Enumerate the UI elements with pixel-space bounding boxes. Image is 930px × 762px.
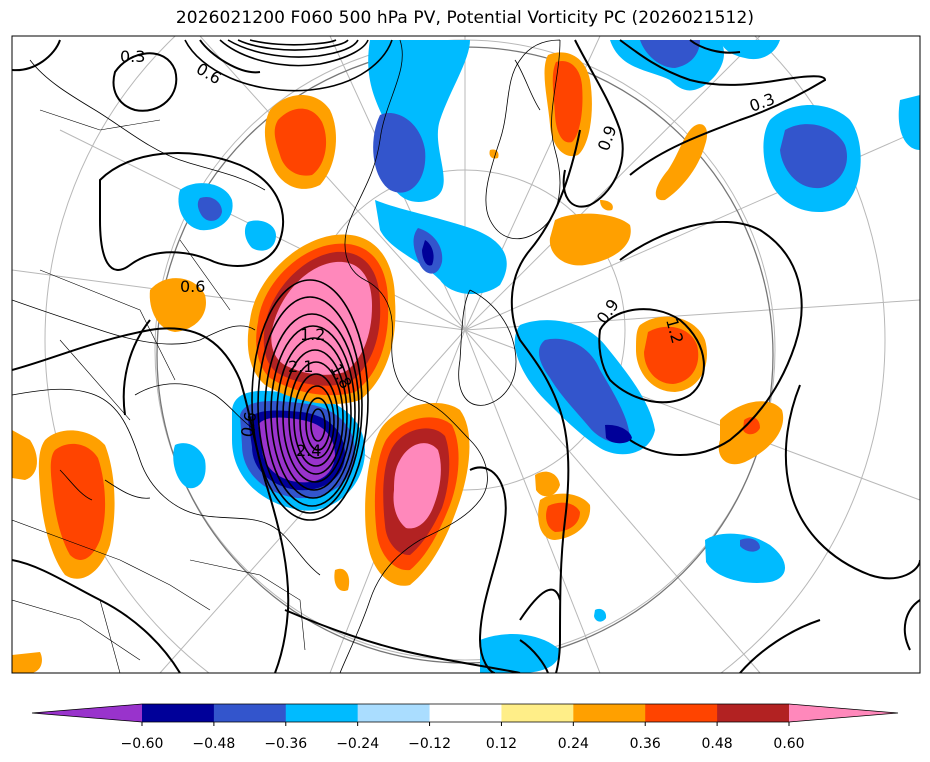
map-title: 2026021200 F060 500 hPa PV, Potential Vo… — [175, 8, 755, 28]
colorbar-outline — [31, 703, 899, 723]
colorbar-extend-high — [789, 704, 898, 722]
colorbar-tick-label: −0.48 — [192, 736, 235, 752]
map-frame — [11, 35, 921, 674]
colorbar-swatch — [213, 704, 287, 722]
colorbar-swatch — [142, 704, 215, 722]
contour-label: 0.6 — [180, 277, 205, 296]
colorbar-tick-label: −0.36 — [264, 736, 307, 752]
colorbar-swatch — [645, 704, 718, 722]
colorbar-tick-label: −0.60 — [121, 736, 164, 752]
colorbar-swatch — [573, 704, 646, 722]
colorbar-tick-label: 0.12 — [486, 736, 517, 752]
colorbar-tick-label: 0.24 — [558, 736, 589, 752]
colorbar-ticks: −0.60 −0.48 −0.36 −0.24 −0.12 0.12 0.24 0.36 0.4… — [121, 722, 805, 752]
pv-map: 0.3 0.6 0.6 1.2 2.1 1.8 2.4 0.9 0.9 1.2 … — [11, 35, 921, 674]
contour-label: 2.1 — [288, 357, 313, 376]
colorbar-tick-label: −0.12 — [408, 736, 451, 752]
colorbar-tick-label: 0.48 — [702, 736, 733, 752]
colorbar-tick-label: 0.60 — [773, 736, 804, 752]
contour-label: 1.2 — [300, 325, 325, 344]
pv-contours — [12, 39, 920, 673]
contour-label: 0.6 — [237, 410, 260, 438]
colorbar-tick-label: 0.36 — [630, 736, 661, 752]
colorbar-swatch — [501, 704, 574, 722]
colorbar-swatch — [717, 704, 790, 722]
colorbar-swatch — [357, 704, 431, 722]
colorbar-extend-low — [32, 704, 142, 722]
colorbar-swatches — [31, 703, 899, 723]
political-boundaries — [12, 109, 306, 673]
contour-label: 0.3 — [120, 47, 145, 66]
colorbar-swatch — [285, 704, 359, 722]
coastlines — [12, 39, 561, 673]
colorbar-swatch — [429, 704, 502, 722]
contour-label: 2.4 — [296, 441, 321, 460]
colorbar-tick-label: −0.24 — [336, 736, 379, 752]
